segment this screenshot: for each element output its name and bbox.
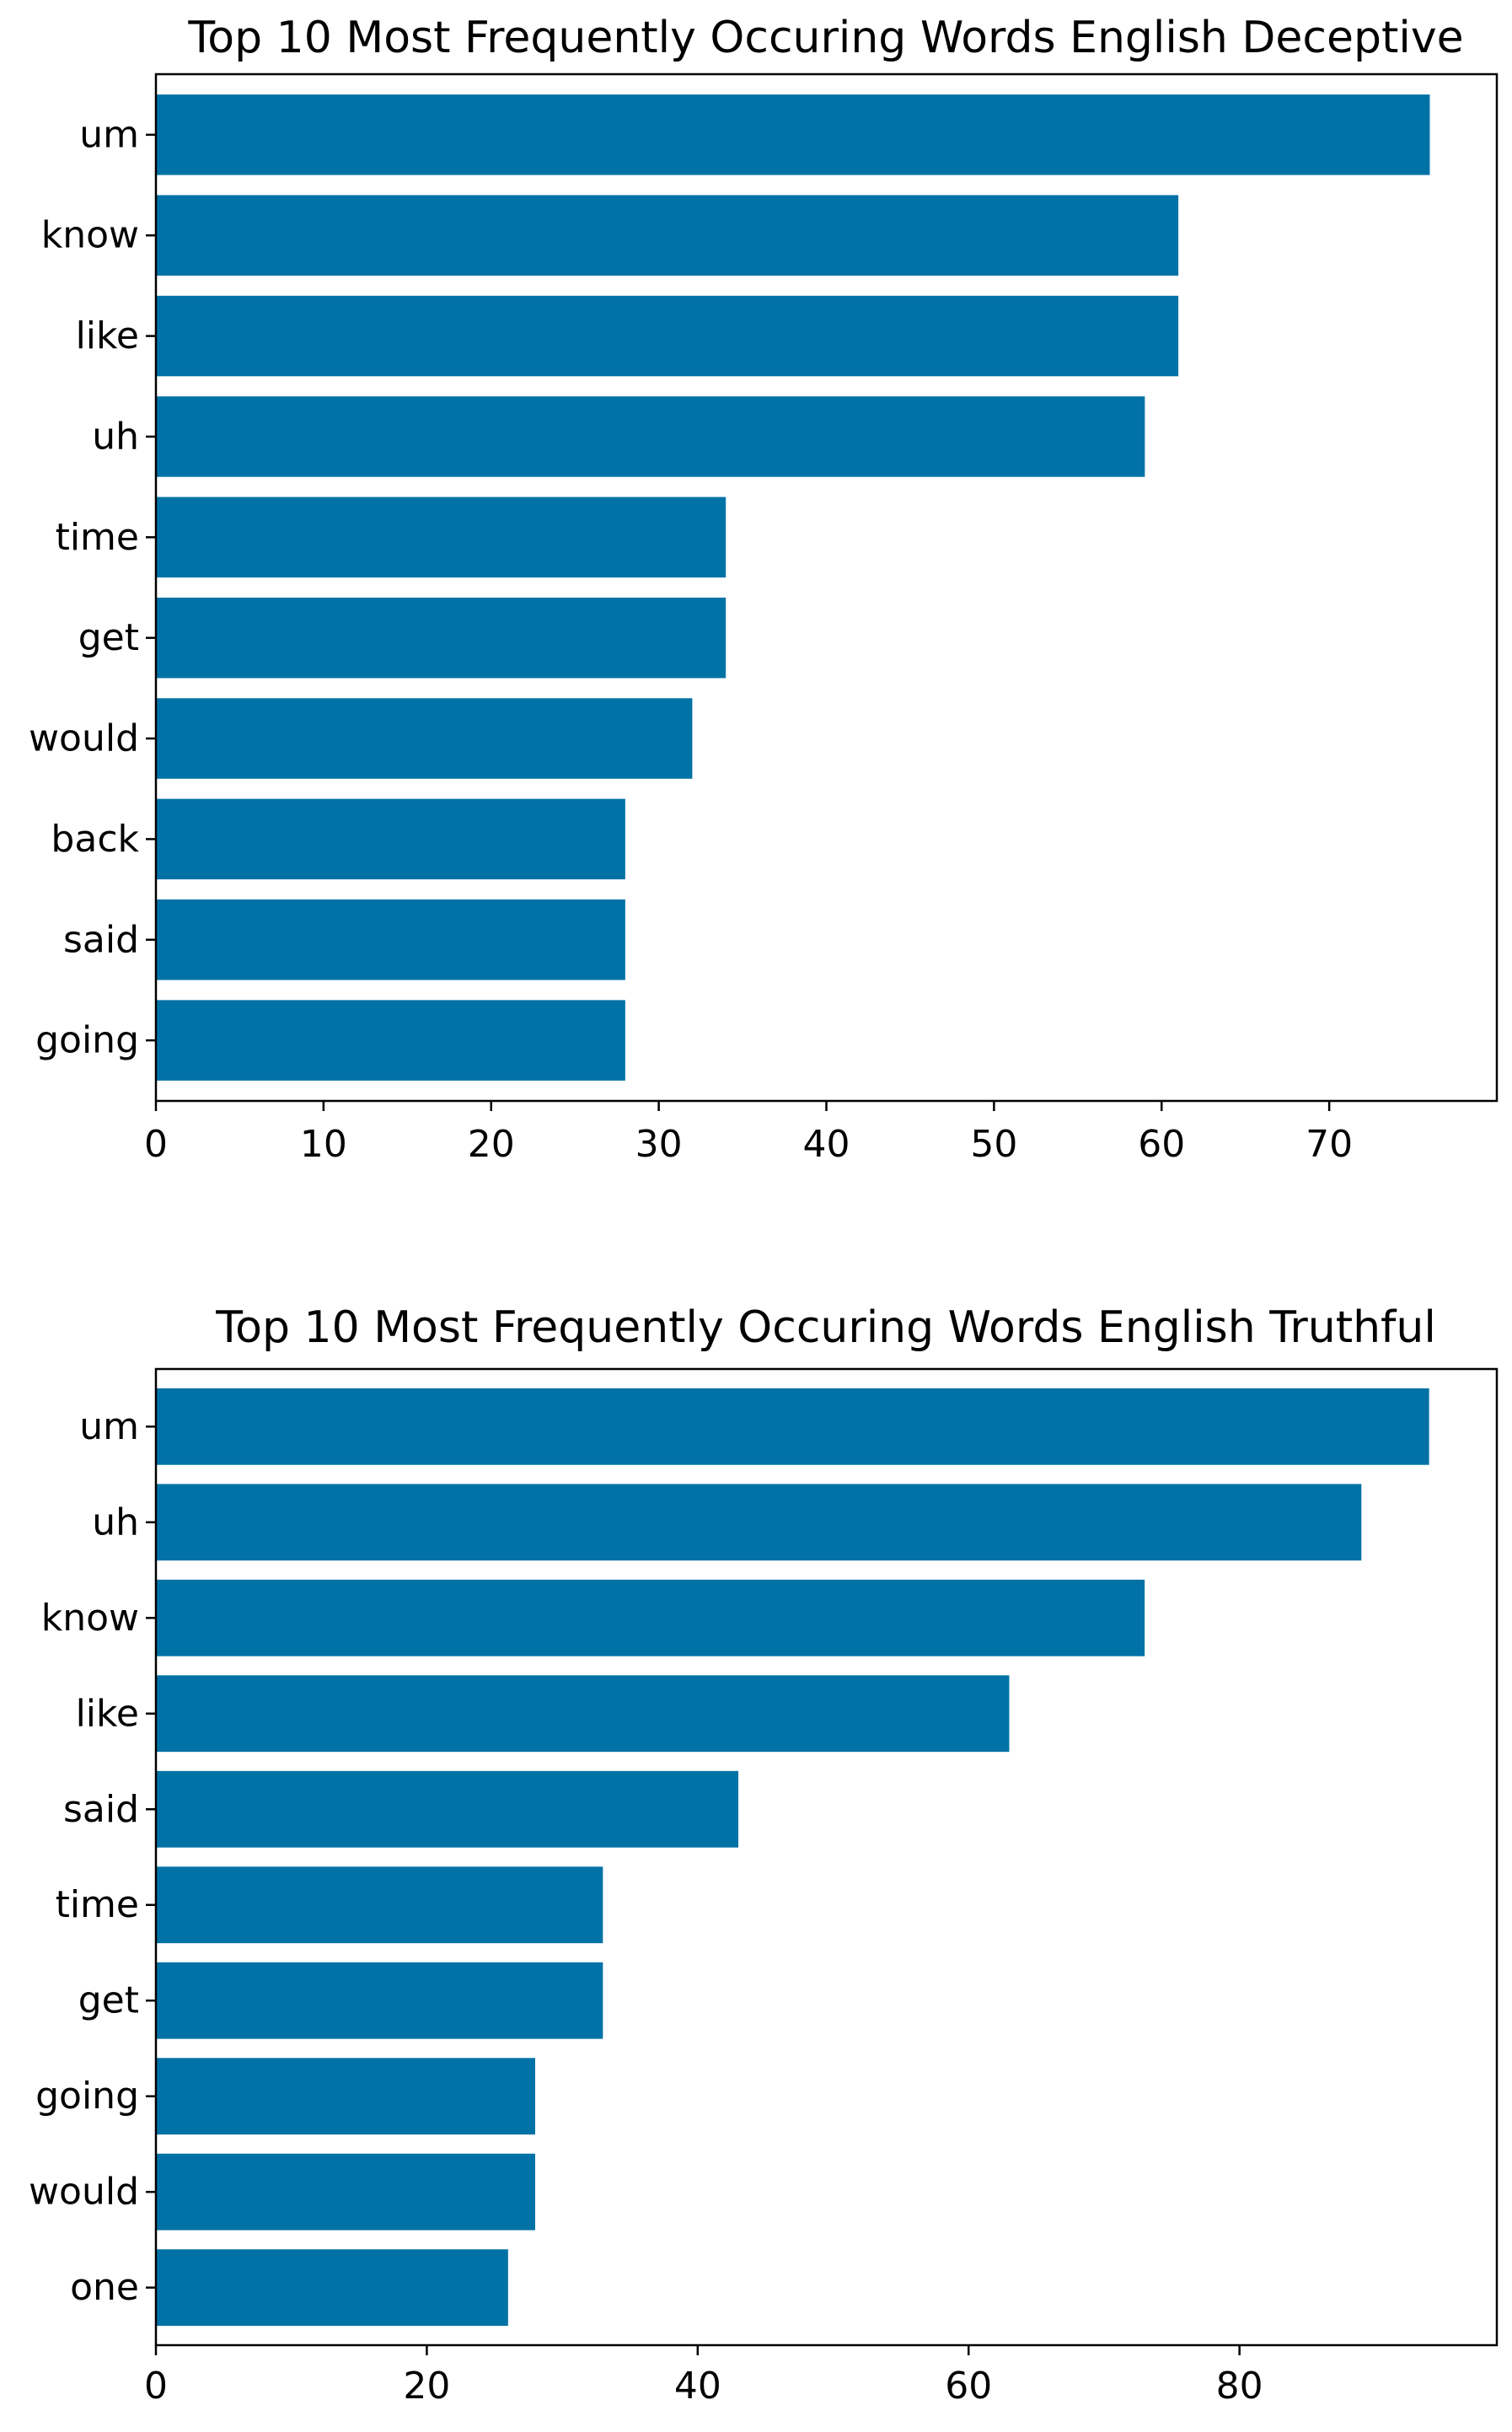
y-tick-label-get: get [78,1979,139,2022]
x-tick-label-40: 40 [674,2365,721,2408]
y-tick-label-said: said [63,918,139,961]
y-tick-label-uh: uh [92,415,139,458]
x-tick-label-0: 0 [144,1123,168,1166]
bar-said [156,1770,739,1848]
bar-would [156,2153,535,2231]
bar-one [156,2249,508,2327]
x-tick-label-70: 70 [1306,1123,1353,1166]
bar-uh [156,396,1145,477]
x-tick-label-0: 0 [144,2365,168,2408]
truthful-chart: Top 10 Most Frequently Occuring Words En… [0,1197,1512,2428]
x-tick-label-60: 60 [945,2365,992,2408]
y-tick-label-would: would [29,2171,139,2214]
bar-going [156,1000,625,1081]
y-tick-label-would: would [29,717,139,760]
bar-um [156,94,1430,175]
y-tick-label-time: time [56,516,139,559]
y-tick-label-know: know [41,214,139,257]
x-tick-label-60: 60 [1138,1123,1185,1166]
deceptive-chart-svg: Top 10 Most Frequently Occuring Words En… [29,13,1499,1166]
x-tick-label-80: 80 [1216,2365,1263,2408]
y-tick-label-uh: uh [92,1501,139,1543]
y-tick-label-like: like [76,1692,139,1735]
x-tick-label-40: 40 [803,1123,850,1166]
y-tick-label-going: going [35,2075,139,2118]
chart-title: Top 10 Most Frequently Occuring Words En… [187,13,1463,63]
bar-going [156,2058,535,2135]
bar-uh [156,1484,1362,1561]
y-tick-label-time: time [56,1883,139,1926]
deceptive-chart: Top 10 Most Frequently Occuring Words En… [0,0,1512,1197]
truthful-chart-svg: Top 10 Most Frequently Occuring Words En… [29,1302,1499,2408]
bar-time [156,1866,603,1944]
bar-get [156,1962,603,2039]
y-tick-label-like: like [76,314,139,357]
bar-like [156,1675,1010,1753]
plot-frame [154,72,1499,1103]
x-tick-label-20: 20 [403,2365,450,2408]
y-tick-label-said: said [63,1788,139,1831]
x-tick-label-10: 10 [300,1123,347,1166]
y-tick-label-know: know [41,1597,139,1640]
y-tick-label-um: um [79,113,139,156]
bar-said [156,899,625,980]
y-tick-label-one: one [70,2266,139,2309]
y-tick-label-going: going [35,1019,139,1062]
y-tick-label-get: get [78,616,139,659]
bar-um [156,1388,1429,1465]
x-tick-label-20: 20 [468,1123,515,1166]
bar-know [156,1579,1145,1656]
chart-title: Top 10 Most Frequently Occuring Words En… [215,1302,1436,1353]
bar-get [156,597,727,679]
plot-frame [154,1367,1499,2347]
bar-time [156,497,727,578]
bar-know [156,195,1179,276]
bar-like [156,295,1179,377]
x-tick-label-50: 50 [970,1123,1017,1166]
y-tick-label-back: back [51,818,139,861]
x-tick-label-30: 30 [635,1123,683,1166]
bar-would [156,698,693,779]
bar-back [156,798,625,880]
y-tick-label-um: um [79,1405,139,1448]
